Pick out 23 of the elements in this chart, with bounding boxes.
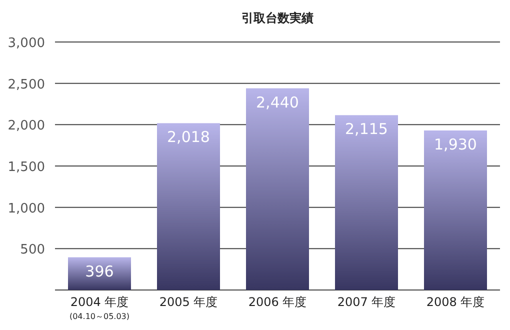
x-tick-label: 2007 年度 — [337, 295, 396, 309]
x-tick-label: 2006 年度 — [248, 295, 307, 309]
data-label: 2,115 — [345, 120, 388, 138]
data-label: 2,440 — [256, 93, 299, 112]
chart-title: 引取台数実績 — [242, 11, 314, 25]
data-label: 396 — [85, 262, 114, 280]
x-tick-label: 2004 年度 — [70, 295, 129, 309]
bar — [157, 123, 220, 290]
bar — [424, 130, 487, 290]
bar — [246, 88, 309, 290]
y-tick-label: 500 — [20, 242, 45, 258]
y-tick-label: 1,000 — [8, 201, 45, 216]
data-label: 2,018 — [167, 128, 210, 146]
x-tick-label: 2005 年度 — [159, 295, 218, 309]
bar — [68, 257, 131, 290]
x-tick-label: 2008 年度 — [426, 295, 485, 309]
text: (04.10～05.03) — [69, 312, 130, 321]
y-tick-label: 3,000 — [8, 36, 45, 51]
y-tick-label: 2,000 — [8, 118, 45, 134]
y-tick-label: 1,500 — [8, 160, 45, 175]
bar — [335, 115, 398, 290]
data-label: 1,930 — [434, 135, 477, 154]
y-tick-label: 2,500 — [8, 77, 45, 92]
